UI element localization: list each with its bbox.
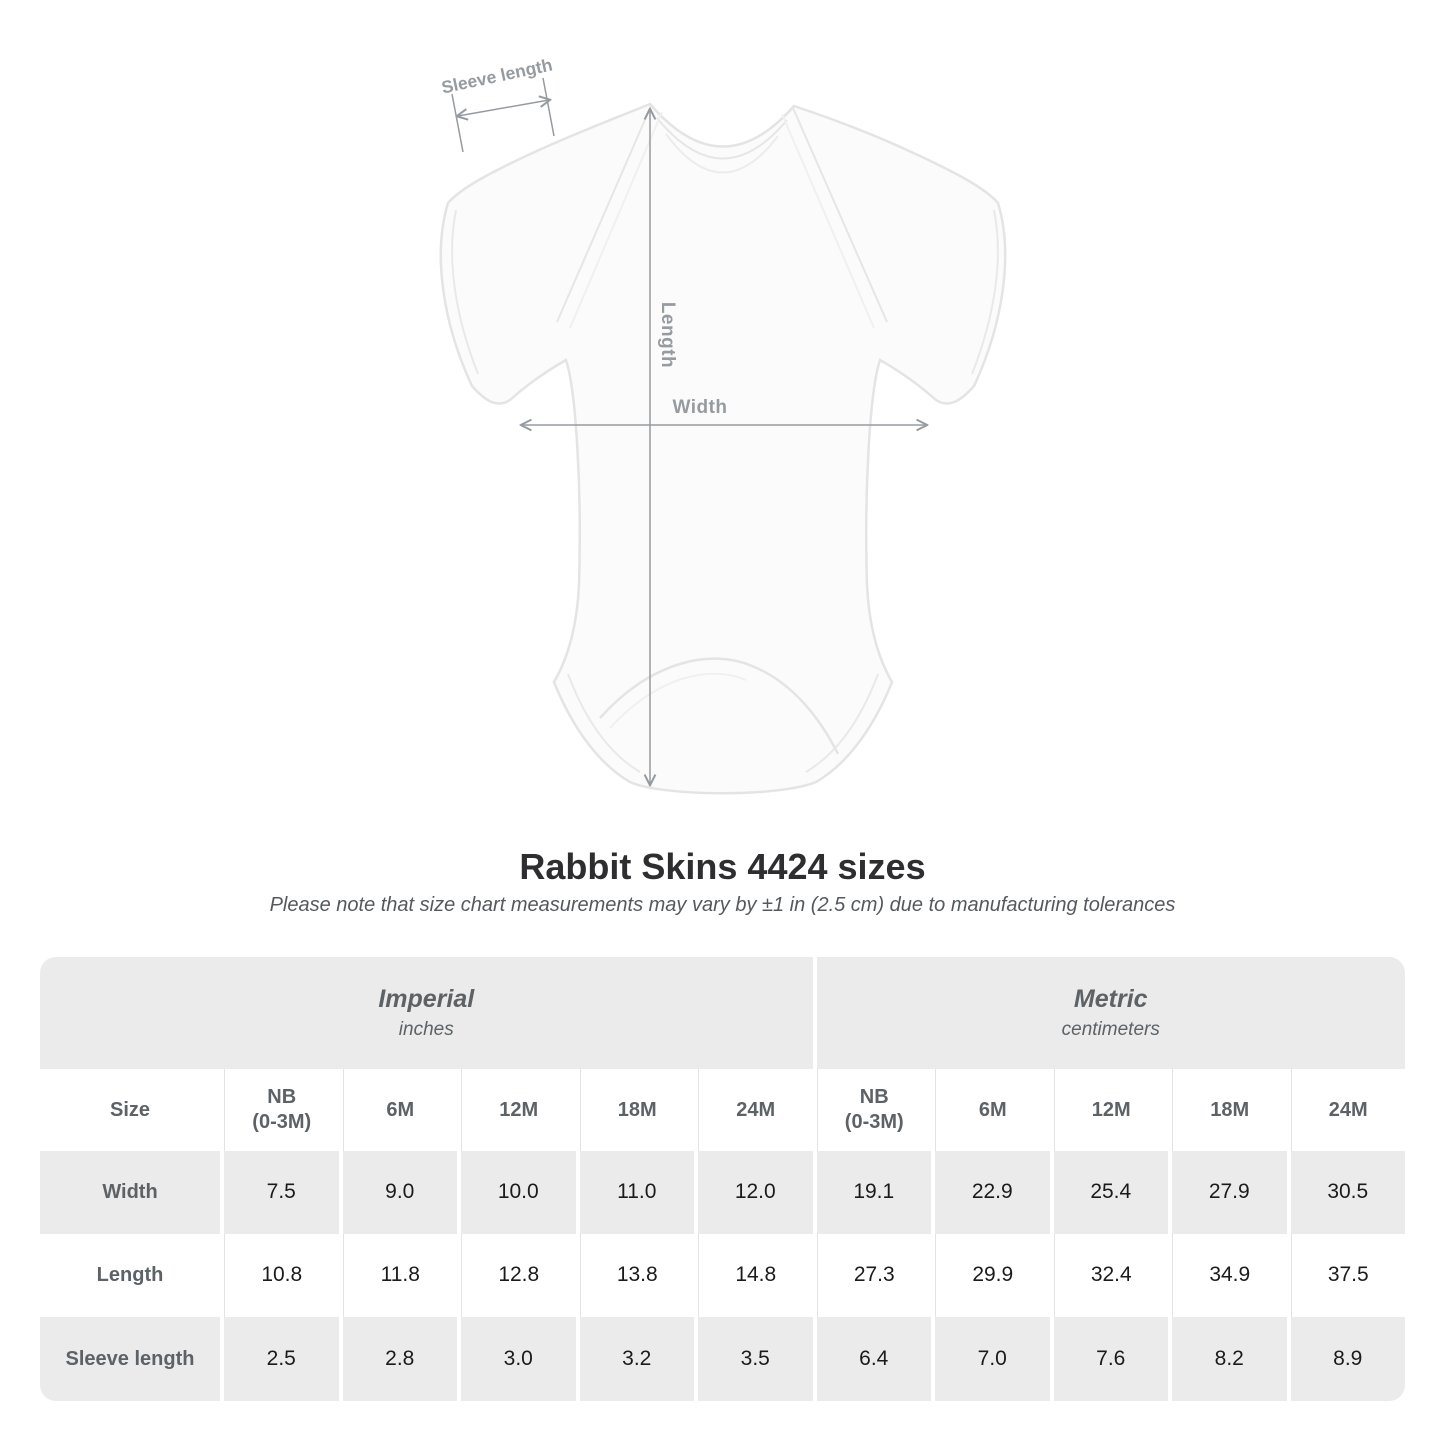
page-title: Rabbit Skins 4424 sizes [519, 846, 926, 887]
table-cell: 7.6 [1053, 1317, 1168, 1401]
sleeve-arrow-tick-right [542, 77, 555, 137]
column-header-imperial-18m: 18M [579, 1069, 694, 1151]
table-cell: 30.5 [1290, 1151, 1405, 1234]
sleeve-arrow-tick-left [451, 93, 464, 153]
sleeve-length-arrow [458, 100, 549, 116]
onesie-body [439, 102, 1007, 795]
table-cell: 8.9 [1290, 1317, 1405, 1401]
table-cell: 2.8 [342, 1317, 457, 1401]
imperial-sublabel: inches [398, 1019, 454, 1040]
table-cell: 37.5 [1290, 1234, 1405, 1317]
table-cell: 19.1 [816, 1151, 931, 1234]
table-cell: 29.9 [935, 1234, 1050, 1317]
table-cell: 11.0 [579, 1151, 694, 1234]
column-header-row: Size NB (0-3M) 6M 12M 18M 24M N [40, 1069, 1405, 1151]
column-header-imperial-12m: 12M [461, 1069, 576, 1151]
table-cell: 22.9 [935, 1151, 1050, 1234]
length-annotation-label: Length [657, 301, 678, 369]
table-cell: 7.0 [935, 1317, 1050, 1401]
width-annotation-label: Width [672, 397, 728, 418]
table-cell: 27.9 [1172, 1151, 1287, 1234]
table-cell: 8.2 [1172, 1317, 1287, 1401]
column-header-metric-18m: 18M [1172, 1069, 1287, 1151]
garment-measurement-figure: Sleeve length Length Width [400, 55, 1050, 800]
imperial-label: Imperial [378, 985, 475, 1013]
size-column-header: Size [40, 1069, 220, 1151]
column-header-metric-12m: 12M [1053, 1069, 1168, 1151]
table-cell: 13.8 [579, 1234, 694, 1317]
table-cell: 3.5 [698, 1317, 813, 1401]
metric-sublabel: centimeters [1061, 1019, 1160, 1040]
table-row-length: Length 10.8 11.8 12.8 13.8 14.8 27.3 29.… [40, 1234, 1405, 1317]
table-cell: 3.2 [579, 1317, 694, 1401]
row-label-sleeve-length: Sleeve length [40, 1317, 220, 1401]
table-cell: 12.8 [461, 1234, 576, 1317]
onesie-illustration [439, 77, 1007, 795]
measurement-arrows [451, 77, 926, 784]
table-row-sleeve-length: Sleeve length 2.5 2.8 3.0 3.2 3.5 6.4 7.… [40, 1317, 1405, 1401]
unit-band-row: Imperial inches Metric centimeters [40, 957, 1405, 1069]
column-header-metric-6m: 6M [935, 1069, 1050, 1151]
table-cell: 6.4 [816, 1317, 931, 1401]
table-cell: 25.4 [1053, 1151, 1168, 1234]
column-header-metric-24m: 24M [1290, 1069, 1405, 1151]
column-header-metric-nb: NB (0-3M) [816, 1069, 931, 1151]
metric-label: Metric [1073, 985, 1148, 1013]
table-cell: 14.8 [698, 1234, 813, 1317]
column-header-imperial-24m: 24M [698, 1069, 813, 1151]
table-cell: 27.3 [816, 1234, 931, 1317]
column-header-imperial-6m: 6M [342, 1069, 457, 1151]
metric-unit-band: Metric centimeters [816, 957, 1405, 1069]
table-cell: 9.0 [342, 1151, 457, 1234]
row-label-length: Length [40, 1234, 220, 1317]
table-cell: 10.8 [224, 1234, 339, 1317]
table-cell: 2.5 [224, 1317, 339, 1401]
table-cell: 12.0 [698, 1151, 813, 1234]
size-table: Imperial inches Metric centimeters Size … [40, 957, 1405, 1401]
table-cell: 34.9 [1172, 1234, 1287, 1317]
imperial-unit-band: Imperial inches [40, 957, 813, 1069]
row-label-width: Width [40, 1151, 220, 1234]
table-cell: 10.0 [461, 1151, 576, 1234]
table-cell: 11.8 [342, 1234, 457, 1317]
table-cell: 32.4 [1053, 1234, 1168, 1317]
table-cell: 7.5 [224, 1151, 339, 1234]
table-cell: 3.0 [461, 1317, 576, 1401]
table-row-width: Width 7.5 9.0 10.0 11.0 12.0 19.1 22.9 2… [40, 1151, 1405, 1234]
column-header-imperial-nb: NB (0-3M) [224, 1069, 339, 1151]
page-subtitle: Please note that size chart measurements… [269, 894, 1176, 916]
